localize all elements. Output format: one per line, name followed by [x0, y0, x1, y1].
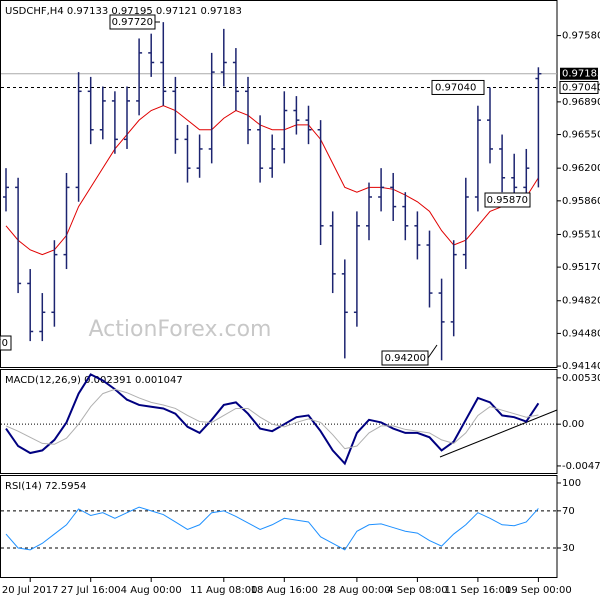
y-tick-label: 0.97580: [562, 31, 600, 42]
annotation-box: [484, 192, 531, 208]
current-price-box: [560, 67, 598, 80]
x-tick-label: 4 Aug 00:00: [121, 585, 182, 596]
panel-title: RSI(14) 72.5954: [5, 481, 86, 492]
y-tick-label: 0.94480: [562, 328, 600, 339]
line: [5, 105, 539, 256]
y-tick-label: 0.95860: [562, 196, 600, 207]
y-tick-label: 70: [562, 506, 575, 517]
annotation-connector: [427, 344, 438, 359]
y-tick-label: 100: [562, 478, 581, 489]
y-tick-label: 0.96200: [562, 163, 600, 174]
x-tick-label: 19 Sep 00:00: [505, 585, 572, 596]
trend-line: [439, 409, 558, 458]
annotation-box: [0, 335, 12, 351]
x-tick-label: 11 Sep 16:00: [445, 585, 512, 596]
watermark: ActionForex.com: [89, 317, 272, 342]
level-callout: [431, 79, 485, 95]
y-tick-label: 0.94140: [562, 361, 600, 372]
annotation-label: 0.95870: [487, 195, 528, 206]
y-tick-label: 0.95170: [562, 262, 600, 273]
y-tick-label: 0.96890: [562, 97, 600, 108]
y-tick-label: 0.95510: [562, 229, 600, 240]
y-tick-label: 0.94820: [562, 296, 600, 307]
current-price-label: 0.97183: [562, 69, 600, 80]
x-tick-label: 20 Jul 2017: [2, 585, 59, 596]
x-tick-label: 18 Aug 16:00: [251, 585, 318, 596]
annotation-label: 0.97720: [112, 17, 153, 28]
line: [5, 506, 539, 551]
y-tick-label: -0.004777: [562, 461, 600, 472]
x-tick-label: 4 Sep 08:00: [387, 585, 447, 596]
level-axis-label: 0.97040: [562, 82, 600, 93]
annotation-box: [109, 14, 156, 30]
annotation-box: [381, 350, 429, 366]
annotation-label: 0.94200: [385, 353, 426, 364]
line: [5, 388, 539, 450]
panel-title: USDCHF,H4 0.97133 0.97195 0.97121 0.9718…: [5, 6, 242, 17]
panel-frame: [0, 369, 558, 474]
x-tick-label: 27 Jul 16:00: [61, 585, 121, 596]
annotation-label: 70: [0, 338, 8, 349]
x-tick-label: 11 Aug 08:00: [190, 585, 257, 596]
y-tick-label: 0.005303: [562, 373, 600, 384]
line: [5, 373, 540, 466]
y-tick-label: 0.00: [562, 419, 584, 430]
panel-frame: [0, 0, 558, 368]
panel-title: MACD(12,26,9) 0.002391 0.001047: [5, 375, 183, 386]
level-box: [559, 80, 599, 94]
y-tick-label: 0.96550: [562, 130, 600, 141]
x-tick-label: 28 Aug 00:00: [323, 585, 390, 596]
panel-frame: [0, 475, 558, 578]
level-callout-label: 0.97040: [435, 82, 476, 93]
y-tick-label: 30: [562, 543, 575, 554]
